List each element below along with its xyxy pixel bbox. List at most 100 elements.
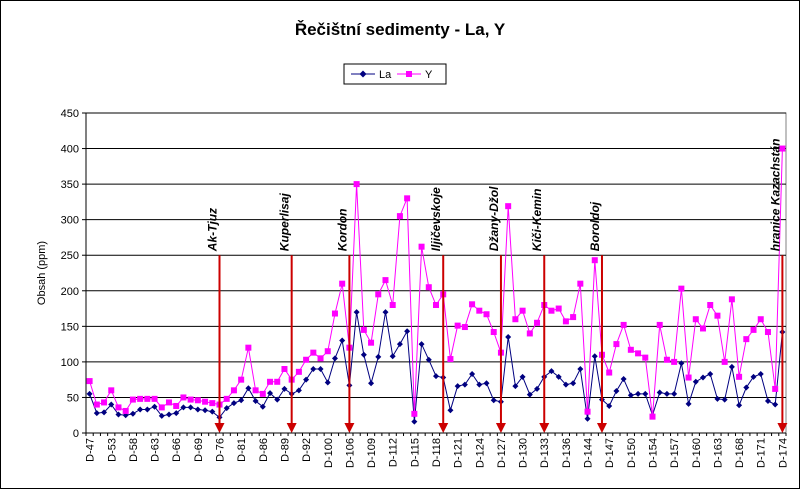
point-y bbox=[779, 145, 786, 152]
x-tick-label: D-89 bbox=[279, 438, 291, 462]
axis-layer: 0 50 100 150 200 250 300 350 400 450 D-47 D-53 D-58 D… bbox=[61, 108, 790, 468]
point-la bbox=[750, 373, 757, 380]
point-la bbox=[295, 387, 302, 394]
x-tick-label: D-106 bbox=[344, 438, 356, 468]
point-y bbox=[577, 280, 584, 287]
point-la bbox=[678, 360, 685, 367]
x-tick-label: D-47 bbox=[85, 438, 97, 462]
point-y bbox=[165, 399, 172, 406]
point-la bbox=[570, 380, 577, 387]
point-y bbox=[714, 312, 721, 319]
point-y bbox=[317, 355, 324, 362]
point-y bbox=[360, 326, 367, 333]
point-y bbox=[606, 369, 613, 376]
point-y bbox=[303, 356, 310, 363]
point-la bbox=[548, 368, 555, 375]
x-tick-label: D-86 bbox=[258, 438, 270, 462]
point-y bbox=[418, 243, 425, 250]
point-y bbox=[736, 373, 743, 380]
point-y bbox=[750, 326, 757, 333]
x-tick-label: D-168 bbox=[734, 438, 746, 468]
point-y bbox=[281, 366, 288, 372]
point-la bbox=[671, 390, 678, 397]
point-la bbox=[743, 384, 750, 391]
point-y bbox=[93, 401, 100, 408]
point-y bbox=[86, 378, 93, 385]
plot-area bbox=[85, 112, 787, 434]
x-tick-label: D-127 bbox=[496, 438, 508, 468]
annotation-layer: Ak-Tjuz Kuperlisaj Kordon Iljičevskoje Džany… bbox=[206, 139, 788, 433]
point-y bbox=[548, 307, 555, 314]
x-tick-label: D-81 bbox=[236, 438, 248, 462]
point-la bbox=[382, 309, 389, 316]
point-la bbox=[461, 381, 468, 388]
point-la bbox=[230, 400, 237, 407]
point-y bbox=[620, 321, 627, 328]
point-y bbox=[562, 318, 569, 325]
point-y bbox=[505, 203, 512, 210]
y-tick-label: 450 bbox=[61, 108, 79, 120]
annotation-label: Kiči-Kemin bbox=[530, 189, 544, 252]
point-la bbox=[714, 395, 721, 402]
point-la bbox=[396, 341, 403, 348]
point-y bbox=[209, 400, 216, 407]
point-y bbox=[274, 378, 281, 385]
annotation-label: Kuperlisaj bbox=[278, 193, 292, 252]
point-y bbox=[469, 301, 476, 308]
x-tick-label: D-147 bbox=[604, 438, 616, 468]
point-la bbox=[418, 341, 425, 348]
annotation-arrow-head bbox=[596, 423, 607, 433]
point-la bbox=[86, 390, 93, 397]
annotation-arrow-head bbox=[777, 423, 788, 433]
point-la bbox=[764, 398, 771, 404]
point-y bbox=[202, 398, 209, 405]
point-la bbox=[317, 366, 324, 372]
grid-layer bbox=[86, 112, 786, 398]
point-la bbox=[433, 373, 439, 380]
point-la bbox=[700, 374, 707, 381]
x-tick-label: D-144 bbox=[583, 438, 595, 468]
point-la bbox=[173, 410, 180, 417]
legend-label-la: La bbox=[379, 69, 392, 81]
y-tick-label: 50 bbox=[67, 392, 79, 404]
point-la bbox=[324, 379, 331, 386]
point-y bbox=[252, 387, 259, 394]
x-tick-label: D-76 bbox=[215, 438, 227, 462]
annotation-label: Kordon bbox=[335, 209, 349, 252]
point-la bbox=[519, 373, 526, 380]
point-y bbox=[433, 302, 439, 308]
point-y bbox=[238, 376, 245, 383]
point-la bbox=[411, 418, 418, 425]
point-la bbox=[389, 353, 396, 360]
annotation-arrow-head bbox=[286, 423, 297, 433]
annotation-arrow-head bbox=[495, 423, 506, 433]
point-y bbox=[534, 319, 541, 326]
y-tick-label: 300 bbox=[61, 215, 79, 227]
x-tick-label: D-154 bbox=[647, 438, 659, 468]
point-y bbox=[173, 402, 180, 409]
point-y bbox=[404, 195, 411, 202]
x-tick-label: D-109 bbox=[366, 438, 378, 468]
chart-title: Řečištní sedimenty - La, Y bbox=[294, 20, 506, 39]
x-tick-label: D-171 bbox=[756, 438, 768, 468]
point-y bbox=[295, 368, 302, 375]
point-y bbox=[656, 321, 663, 328]
point-la bbox=[238, 397, 245, 404]
point-la bbox=[736, 402, 743, 409]
point-y bbox=[678, 285, 685, 292]
point-la bbox=[137, 406, 144, 413]
point-la bbox=[555, 373, 562, 380]
point-y bbox=[635, 350, 642, 357]
point-la bbox=[577, 366, 584, 372]
point-la bbox=[512, 383, 519, 390]
point-y bbox=[368, 339, 375, 346]
point-la bbox=[368, 380, 375, 387]
x-tick-label: D-174 bbox=[777, 438, 789, 468]
point-y bbox=[555, 305, 562, 312]
x-tick-label: D-124 bbox=[474, 438, 486, 468]
point-la bbox=[591, 353, 598, 360]
point-y bbox=[454, 322, 461, 329]
point-y bbox=[461, 324, 468, 331]
x-tick-label: D-115 bbox=[409, 438, 421, 467]
x-tick-label: D-136 bbox=[561, 438, 573, 468]
